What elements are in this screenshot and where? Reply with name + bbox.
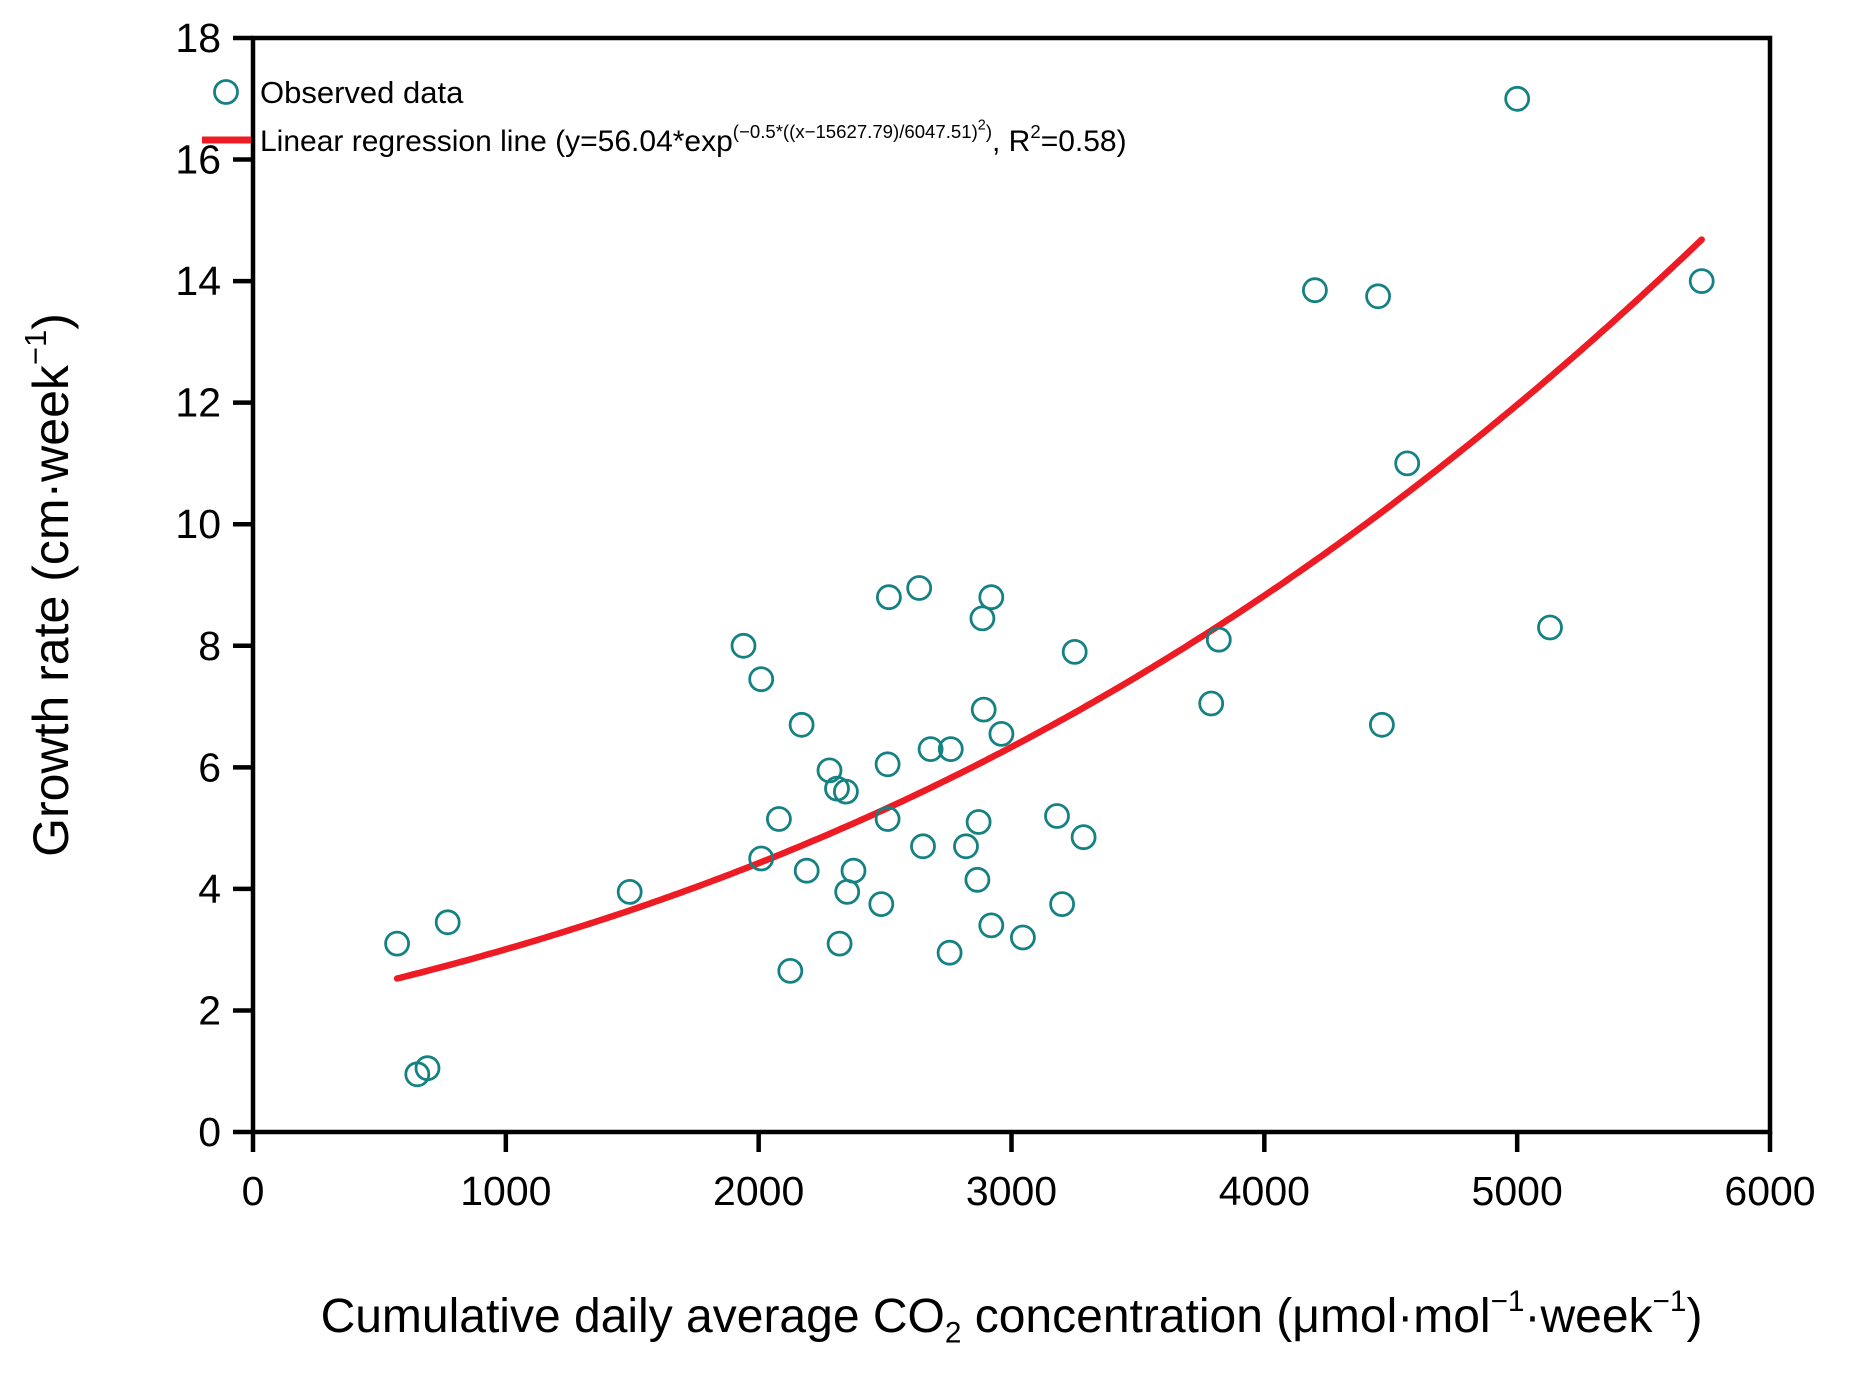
y-tick-label: 0: [198, 1109, 221, 1155]
legend-label-observed: Observed data: [260, 75, 464, 110]
y-tick-label: 8: [198, 623, 221, 669]
data-point: [1302, 277, 1328, 304]
plot-frame: [250, 35, 1773, 1135]
legend: Observed data Linear regression line (y=5…: [202, 75, 1127, 158]
data-point: [937, 736, 964, 762]
y-axis: 0 2 4 6 8 10 12 14 16 18: [175, 15, 253, 1155]
data-point: [414, 1055, 441, 1082]
data-point: [788, 711, 815, 738]
data-point: [978, 912, 1005, 939]
x-tick-label: 2000: [713, 1168, 804, 1214]
data-point: [834, 879, 861, 905]
x-tick-label: 5000: [1472, 1168, 1563, 1214]
data-point: [840, 857, 867, 884]
y-tick-label: 12: [175, 380, 221, 426]
data-point: [906, 575, 933, 601]
y-tick-label: 6: [198, 744, 221, 790]
x-tick-label: 1000: [460, 1168, 551, 1214]
data-point: [953, 833, 979, 860]
data-point: [793, 857, 820, 884]
data-point: [978, 584, 1005, 611]
x-tick-label: 0: [242, 1168, 265, 1214]
data-point: [1394, 450, 1421, 477]
data-point: [384, 930, 411, 957]
data-point: [988, 721, 1015, 747]
x-tick-label: 3000: [966, 1168, 1057, 1214]
data-point: [816, 757, 843, 784]
data-point: [1010, 924, 1036, 951]
data-point: [1537, 614, 1563, 641]
data-point: [1688, 268, 1715, 295]
legend-label-regression: Linear regression line (y=56.04*exp(−0.5…: [260, 117, 1127, 158]
data-point: [1044, 803, 1070, 829]
data-point: [434, 909, 461, 936]
data-point: [964, 866, 991, 893]
data-point: [1369, 711, 1395, 738]
data-point: [1365, 283, 1391, 310]
x-tick-label: 4000: [1219, 1168, 1310, 1214]
data-point: [833, 778, 859, 805]
data-point: [874, 806, 901, 832]
y-tick-label: 18: [175, 15, 221, 61]
data-point: [826, 930, 853, 957]
data-point: [965, 809, 992, 835]
y-tick-label: 4: [198, 866, 221, 912]
data-point: [1504, 85, 1531, 112]
data-point: [936, 939, 963, 966]
y-tick-label: 14: [175, 258, 221, 304]
data-point: [777, 958, 804, 984]
data-point: [1198, 690, 1225, 717]
observed-points: [384, 85, 1715, 1088]
y-tick-label: 10: [175, 501, 221, 547]
data-point: [917, 736, 944, 762]
data-point: [766, 806, 792, 832]
data-point: [876, 584, 902, 611]
legend-marker-circle: [213, 79, 239, 105]
x-axis-title: Cumulative daily average CO2 concentrati…: [321, 1285, 1703, 1350]
x-tick-label: 6000: [1724, 1168, 1815, 1214]
data-point: [1205, 626, 1232, 653]
data-point: [1070, 824, 1097, 851]
regression-line: [393, 236, 1705, 982]
data-point: [616, 879, 643, 905]
data-point: [969, 605, 996, 632]
data-point: [1049, 891, 1075, 917]
data-point: [874, 751, 901, 778]
y-axis-title: Growth rate (cm·week−1): [18, 313, 79, 857]
y-tick-label: 2: [198, 987, 221, 1033]
data-point: [748, 845, 775, 872]
data-point: [1061, 639, 1088, 665]
x-axis: 0 1000 2000 3000 4000 5000 6000: [242, 1132, 1816, 1214]
data-point: [970, 696, 997, 723]
data-point: [748, 666, 775, 693]
data-point: [910, 833, 936, 860]
y-tick-label: 16: [175, 137, 221, 183]
data-point: [868, 891, 895, 917]
data-point: [730, 632, 757, 659]
